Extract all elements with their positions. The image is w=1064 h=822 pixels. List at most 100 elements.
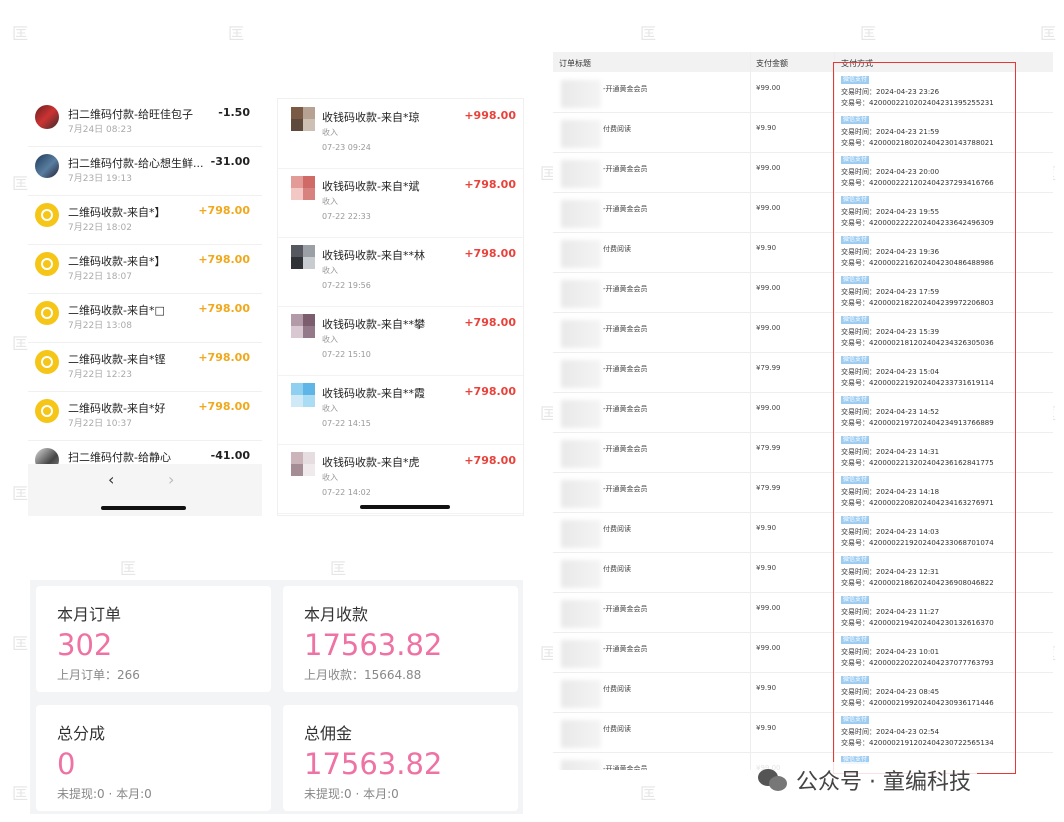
order-amount: ¥9.90 — [756, 684, 777, 692]
income-amount: +998.00 — [464, 109, 516, 122]
watermark-glyph: 匡 — [12, 484, 29, 503]
income-row[interactable]: 收钱码收款-来自**攀 收入 07-22 15:10 +798.00 — [278, 306, 523, 376]
transaction-title: 扫二维码付款-给旺佳包子 — [68, 108, 193, 121]
table-row[interactable]: -开通黄金会员 ¥79.99 微信支付 交易时间：2024-04-23 15:04 交易… — [553, 352, 1053, 393]
table-row[interactable]: -开通黄金会员 ¥79.99 微信支付 交易时间：2024-04-23 14:18 交易… — [553, 472, 1053, 513]
trade-number: 交易号：4200002222202404233642496309 — [841, 219, 994, 227]
redacted-block — [561, 480, 601, 508]
wechat-pay-badge: 微信支付 — [841, 76, 870, 84]
transaction-row[interactable]: 二维码收款-来自*】 7月22日 18:07 +798.00 — [28, 245, 262, 294]
table-row[interactable]: 付费阅读 ¥9.90 微信支付 交易时间：2024-04-23 19:36 交易号：42… — [553, 232, 1053, 273]
wechat-pay-badge: 微信支付 — [841, 636, 870, 644]
order-title: 付费阅读 — [603, 685, 631, 693]
stat-card-total-commission[interactable]: 总佣金 17563.82 未提现:0 · 本月:0 — [283, 705, 518, 811]
transaction-date: 7月22日 18:02 — [68, 223, 132, 233]
order-amount: ¥99.00 — [756, 604, 781, 612]
transaction-row[interactable]: 扫二维码付款-给心想生鲜... 7月23日 19:13 -31.00 — [28, 147, 262, 196]
redacted-block — [561, 120, 601, 148]
transaction-row[interactable]: 二维码收款-来自*】 7月22日 18:02 +798.00 — [28, 196, 262, 245]
column-divider — [750, 52, 751, 770]
transaction-amount: -1.50 — [218, 106, 250, 119]
coin-icon — [35, 399, 59, 423]
income-row[interactable]: 收钱码收款-来自*斌 收入 07-22 22:33 +798.00 — [278, 168, 523, 238]
order-title: 付费阅读 — [603, 525, 631, 533]
watermark-glyph: 匡 — [12, 784, 29, 803]
back-chevron-icon[interactable]: ‹ — [108, 470, 115, 489]
transaction-date: 7月24日 08:23 — [68, 125, 132, 135]
transaction-row[interactable]: 二维码收款-来自*□ 7月22日 13:08 +798.00 — [28, 294, 262, 343]
stat-card-total-share[interactable]: 总分成 0 未提现:0 · 本月:0 — [36, 705, 271, 811]
table-row[interactable]: -开通黄金会员 ¥99.00 微信支付 交易时间：2024-04-23 15:39 交易… — [553, 312, 1053, 353]
income-row[interactable]: 收钱码收款-来自*虎 收入 07-22 14:02 +798.00 — [278, 444, 523, 514]
transaction-row[interactable]: 二维码收款-来自*铿 7月22日 12:23 +798.00 — [28, 343, 262, 392]
redacted-block — [561, 200, 601, 228]
table-row[interactable]: 付费阅读 ¥9.90 微信支付 交易时间：2024-04-23 02:54 交易号：42… — [553, 712, 1053, 753]
stat-subtext: 未提现:0 · 本月:0 — [57, 787, 152, 801]
stat-value: 17563.82 — [304, 747, 443, 781]
table-row[interactable]: 付费阅读 ¥9.90 微信支付 交易时间：2024-04-23 12:31 交易号：42… — [553, 552, 1053, 593]
table-row[interactable]: -开通黄金会员 ¥99.00 微信支付 交易时间：2024-04-23 10:01 交易… — [553, 632, 1053, 673]
order-amount: ¥9.90 — [756, 564, 777, 572]
home-indicator — [101, 506, 186, 510]
redacted-block — [561, 80, 601, 108]
column-header-amount[interactable]: 支付金额 — [756, 59, 788, 68]
redacted-block — [561, 680, 601, 708]
watermark-glyph: 匡 — [120, 559, 137, 578]
stat-card-month-orders[interactable]: 本月订单 302 上月订单：266 — [36, 586, 271, 692]
order-title: -开通黄金会员 — [603, 285, 648, 293]
income-row[interactable]: 收钱码收款-来自*琼 收入 07-23 09:24 +998.00 — [278, 99, 523, 169]
redacted-block — [561, 400, 601, 428]
watermark-glyph: 匡 — [12, 334, 29, 353]
payer-avatar — [291, 314, 315, 338]
stat-label: 总分成 — [57, 724, 106, 743]
table-row[interactable]: -开通黄金会员 ¥99.00 微信支付 交易时间：2024-04-23 23:26 交易… — [553, 72, 1053, 113]
transaction-row[interactable]: 二维码收款-来自*好 7月22日 10:37 +798.00 — [28, 392, 262, 441]
order-title: 付费阅读 — [603, 245, 631, 253]
income-type: 收入 — [322, 197, 338, 206]
table-row[interactable]: -开通黄金会员 ¥99.00 微信支付 交易时间：2024-04-23 19:55 交易… — [553, 192, 1053, 233]
forward-chevron-icon[interactable]: › — [168, 470, 175, 489]
payer-avatar — [291, 107, 315, 131]
watermark-glyph: 匡 — [860, 24, 877, 43]
table-row[interactable]: -开通黄金会员 ¥99.00 微信支付 交易时间：2024-04-23 20:00 交易… — [553, 152, 1053, 193]
payer-avatar — [291, 176, 315, 200]
table-row[interactable]: -开通黄金会员 ¥99.00 微信支付 交易时间：2024-04-23 17:59 交易… — [553, 272, 1053, 313]
trade-number: 交易号：4200002213202404236162841775 — [841, 459, 994, 467]
stats-dashboard: 本月订单 302 上月订单：266 本月收款 17563.82 上月收款：156… — [30, 580, 523, 814]
income-row[interactable]: 收钱码收款-来自**霞 收入 07-22 14:15 +798.00 — [278, 375, 523, 445]
trade-time: 交易时间：2024-04-23 14:31 — [841, 448, 940, 456]
order-amount: ¥79.99 — [756, 364, 781, 372]
stat-card-month-income[interactable]: 本月收款 17563.82 上月收款：15664.88 — [283, 586, 518, 692]
trade-number: 交易号：4200002221202404237293416766 — [841, 179, 994, 187]
trade-time: 交易时间：2024-04-23 14:03 — [841, 528, 940, 536]
trade-number: 交易号：4200002219202404233731619114 — [841, 379, 994, 387]
payer-avatar — [291, 245, 315, 269]
order-title: -开通黄金会员 — [603, 205, 648, 213]
income-title: 收钱码收款-来自**攀 — [322, 318, 425, 331]
income-title: 收钱码收款-来自*斌 — [322, 180, 420, 193]
table-row[interactable]: 付费阅读 ¥9.90 微信支付 交易时间：2024-04-23 14:03 交易号：42… — [553, 512, 1053, 553]
table-row[interactable]: 付费阅读 ¥9.90 微信支付 交易时间：2024-04-23 08:45 交易号：42… — [553, 672, 1053, 713]
column-header-payment-method[interactable]: 支付方式 — [841, 59, 873, 68]
trade-time: 交易时间：2024-04-23 08:45 — [841, 688, 940, 696]
wechat-pay-badge: 微信支付 — [841, 276, 870, 284]
redacted-block — [561, 720, 601, 748]
brand-text: 公众号 · 童编科技 — [796, 770, 971, 795]
table-row[interactable]: -开通黄金会员 ¥99.00 微信支付 交易时间：2024-04-23 11:27 交易… — [553, 592, 1053, 633]
income-type: 收入 — [322, 473, 338, 482]
transaction-row[interactable]: 扫二维码付款-给旺佳包子 7月24日 08:23 -1.50 — [28, 98, 262, 147]
stat-label: 本月订单 — [57, 605, 122, 624]
income-date: 07-22 14:15 — [322, 419, 371, 428]
income-row[interactable]: 收钱码收款-来自**林 收入 07-22 19:56 +798.00 — [278, 237, 523, 307]
order-title: -开通黄金会员 — [603, 765, 648, 770]
order-amount: ¥99.00 — [756, 644, 781, 652]
column-header-title[interactable]: 订单标题 — [559, 59, 591, 68]
transaction-amount: -41.00 — [210, 449, 250, 462]
table-row[interactable]: 付费阅读 ¥9.90 微信支付 交易时间：2024-04-23 21:59 交易号：42… — [553, 112, 1053, 153]
table-row[interactable]: -开通黄金会员 ¥79.99 微信支付 交易时间：2024-04-23 14:31 交易… — [553, 432, 1053, 473]
stat-value: 0 — [57, 747, 76, 781]
redacted-block — [561, 360, 601, 388]
table-row[interactable]: -开通黄金会员 ¥99.00 微信支付 交易时间：2024-04-23 14:52 交易… — [553, 392, 1053, 433]
wechat-pay-badge: 微信支付 — [841, 516, 870, 524]
trade-time: 交易时间：2024-04-23 19:36 — [841, 248, 940, 256]
